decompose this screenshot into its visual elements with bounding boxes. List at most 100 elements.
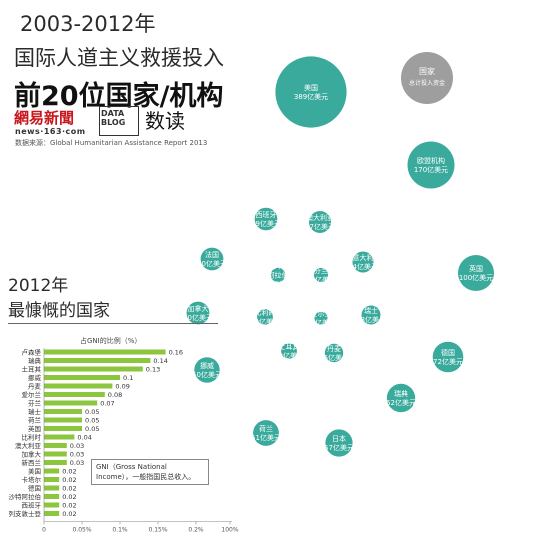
bubble-8: [194, 357, 220, 383]
bar-section-title2: 最慷慨的国家: [8, 301, 110, 321]
bar-x-tick-label-1: 0: [42, 527, 46, 534]
bubble-value-16: 19亿美元: [250, 317, 280, 326]
title-line1: 2003-2012年: [20, 12, 156, 36]
bar-category-19: 西班牙: [22, 501, 42, 510]
bubble-name-9: 加拿大: [188, 304, 209, 313]
bubble-6: [325, 429, 353, 457]
bar-value-9: 0.05: [85, 417, 99, 425]
bar-16: [44, 477, 60, 482]
bar-value-3: 0.13: [146, 366, 160, 374]
legend-line2: 总计投入资金: [409, 79, 445, 87]
bar-value-4: 0.1: [123, 374, 133, 382]
bar-value-18: 0.02: [62, 493, 76, 501]
bubble-name-5: 瑞典: [394, 389, 408, 398]
bar-4: [44, 375, 120, 380]
bubble-4: [432, 341, 464, 373]
bubble-value-18: 16亿美元: [263, 279, 293, 288]
bubble-value-10: 40亿美元: [197, 259, 227, 268]
legend-line1: 国家: [419, 66, 435, 76]
bar-17: [44, 485, 60, 491]
bar-value-12: 0.03: [70, 442, 84, 450]
bar-value-16: 0.02: [62, 476, 76, 484]
section-divider: [8, 323, 218, 324]
bar-category-5: 丹麦: [28, 382, 42, 391]
bubble-value-7: 51亿美元: [251, 433, 281, 442]
bar-category-2: 瑞典: [28, 356, 42, 365]
bubble-name-2: 欧盟机构: [417, 156, 445, 165]
bubble-name-10: 法国: [205, 250, 219, 259]
bubble-2: [407, 141, 455, 189]
bubble-11: [254, 207, 278, 231]
bar-8: [44, 409, 82, 414]
bubble-value-11: 39亿美元: [251, 219, 281, 228]
bar-category-18: 沙特阿拉伯: [9, 492, 42, 501]
bubble-value-12: 37亿美元: [305, 222, 335, 231]
bar-value-2: 0.14: [153, 357, 167, 365]
bar-7: [44, 400, 98, 406]
bubble-18: [270, 267, 286, 283]
bar-3: [44, 366, 143, 372]
bar-value-19: 0.02: [62, 502, 76, 510]
bar-15: [44, 468, 60, 474]
bar-category-13: 加拿大: [22, 450, 42, 459]
bubble-name-20: 爱尔兰: [311, 309, 332, 318]
bubble-name-1: 美国: [304, 83, 318, 92]
bar-category-16: 卡塔尔: [22, 475, 42, 484]
bubble-value-8: 50亿美元: [192, 370, 222, 379]
bar-section-title1: 2012年: [8, 276, 69, 296]
bar-category-17: 德国: [28, 484, 41, 493]
bar-value-14: 0.03: [70, 459, 84, 467]
bar-axis-caption: 占GNI的比例（%）: [80, 337, 142, 345]
bar-value-11: 0.04: [77, 434, 91, 442]
bar-value-10: 0.05: [85, 425, 99, 433]
bubble-3: [458, 255, 494, 291]
netease-url: news·163·com: [15, 127, 86, 136]
bubble-name-12: 澳大利亚: [306, 213, 334, 222]
bubble-value-2: 170亿美元: [414, 165, 448, 174]
bubble-name-13: 意大利: [353, 253, 374, 262]
bar-category-12: 澳大利亚: [15, 441, 42, 450]
bubble-value-13: 34亿美元: [348, 262, 378, 271]
bar-category-20: 列支敦士登: [9, 509, 42, 518]
bar-value-7: 0.07: [100, 400, 114, 408]
bar-category-10: 英国: [28, 424, 41, 433]
datablog-text: DATA BLOG: [101, 109, 126, 127]
bubble-value-15: 26亿美元: [319, 353, 349, 362]
bubble-name-11: 西班牙: [256, 210, 277, 219]
bubble-15: [324, 343, 344, 363]
bar-value-13: 0.03: [70, 451, 84, 459]
datablog-logo: [99, 106, 139, 136]
netease-news-logo: 網易新聞: [14, 109, 75, 127]
bar-1: [44, 349, 166, 355]
bar-category-3: 土耳其: [22, 365, 42, 374]
bubble-name-15: 丹麦: [327, 344, 341, 353]
bubble-value-1: 389亿美元: [294, 92, 328, 101]
bubble-name-18: 阿拉伯: [268, 270, 289, 279]
bubble-value-20: 13亿美元: [306, 318, 336, 327]
bubble-1: [275, 56, 347, 128]
bubble-name-3: 英国: [469, 264, 483, 273]
bubble-17: [281, 343, 297, 359]
bar-value-8: 0.05: [85, 408, 99, 416]
bubble-value-17: 19亿美元: [274, 351, 304, 360]
bubble-value-3: 100亿美元: [459, 273, 493, 282]
bar-category-11: 比利时: [22, 433, 42, 442]
bar-5: [44, 383, 113, 389]
bubble-19: [314, 268, 328, 282]
bar-18: [44, 494, 60, 499]
bar-20: [44, 511, 60, 516]
bubble-value-9: 40亿美元: [183, 313, 213, 322]
source-note: 数据来源：Global Humanitarian Assistance Repo…: [15, 139, 208, 147]
bar-x-tick-label-3: 0.1%: [112, 527, 128, 534]
bar-2: [44, 358, 151, 363]
title-line2: 国际人道主义救援投入: [14, 46, 224, 70]
bar-x-tick-label-4: 0.15%: [148, 527, 167, 534]
bar-value-17: 0.02: [62, 485, 76, 493]
bubble-value-19: 15亿美元: [306, 275, 336, 284]
bar-19: [44, 502, 60, 508]
bubble-value-14: 28亿美元: [356, 315, 386, 324]
bar-category-9: 荷兰: [28, 416, 42, 425]
bubble-name-8: 挪威: [200, 361, 214, 370]
bar-value-5: 0.09: [115, 383, 129, 391]
